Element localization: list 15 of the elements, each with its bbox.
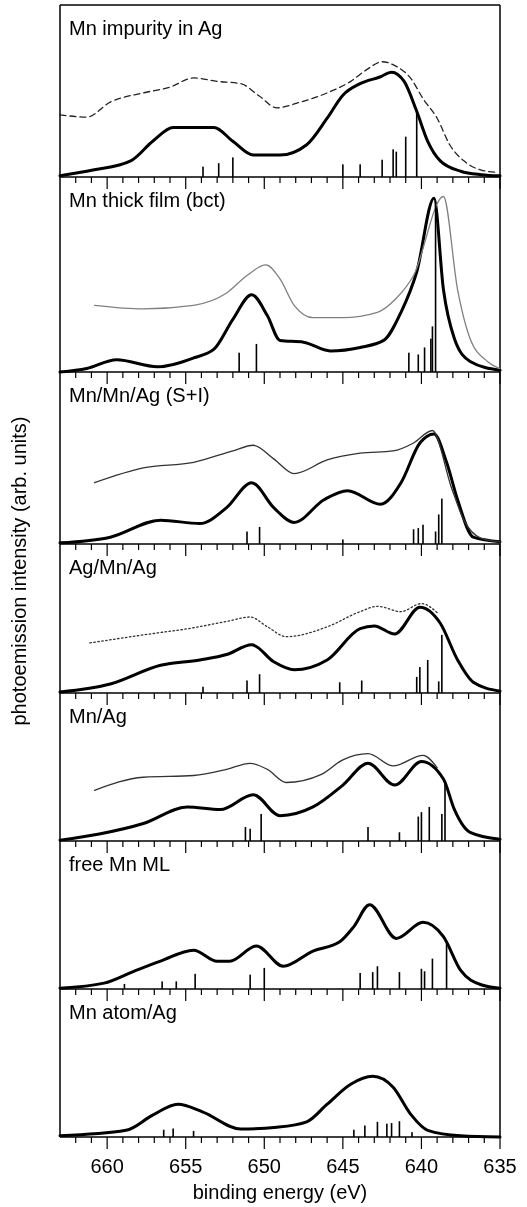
x-tick-label: 655 [169, 1155, 203, 1177]
chart-title: free Mn ML [69, 853, 171, 875]
chart-title: Mn thick film (bct) [69, 189, 226, 211]
x-tick-label: 640 [404, 1155, 439, 1177]
x-axis-title: binding energy (eV) [192, 1181, 368, 1203]
x-tick-label: 635 [483, 1155, 517, 1177]
chart-title: Mn/Mn/Ag (S+I) [69, 384, 210, 406]
chart-title: Mn atom/Ag [69, 1001, 177, 1023]
chart-title: Mn impurity in Ag [69, 17, 223, 39]
x-tick-label: 660 [90, 1155, 124, 1177]
x-tick-label: 645 [326, 1155, 360, 1177]
chart-title: Mn/Ag [69, 705, 127, 727]
chart-title: Ag/Mn/Ag [69, 556, 157, 578]
y-axis-title: photoemission intensity (arb. units) [8, 416, 30, 726]
x-tick-label: 650 [247, 1155, 281, 1177]
